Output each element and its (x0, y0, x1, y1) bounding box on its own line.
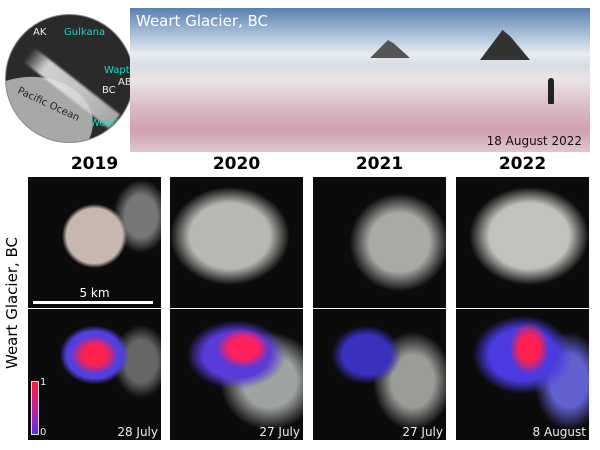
satellite-image-2021 (313, 177, 446, 308)
map-label-ak: AK (33, 27, 47, 38)
row-label: Weart Glacier, BC (3, 236, 21, 369)
satellite-image-2022 (456, 177, 589, 308)
algae-map-2022: 8 August (456, 309, 589, 440)
map-label-ab: AB (118, 77, 132, 88)
satellite-image-2019: 5 km (28, 177, 161, 308)
colorbar (31, 381, 39, 435)
year-2019: 2019 (70, 154, 119, 174)
image-date-2022: 8 August (532, 425, 586, 439)
map-label-gulkana: Gulkana (64, 27, 106, 38)
photo-date: 18 August 2022 (486, 134, 582, 148)
algae-map-2020: 27 July (170, 309, 303, 440)
location-map: AK Gulkana Wapta AB BC Pacific Ocean Wea… (5, 14, 134, 143)
satellite-image-2020 (170, 177, 303, 308)
image-date-2020: 27 July (259, 425, 300, 439)
year-2020: 2020 (212, 154, 261, 174)
colorbar-max: 1 (40, 377, 47, 388)
colorbar-min: 0 (40, 427, 47, 438)
glacier-photo: Weart Glacier, BC 18 August 2022 (130, 8, 590, 152)
map-label-weart: Weart (90, 118, 120, 129)
year-2022: 2022 (498, 154, 547, 174)
algae-map-2021: 27 July (313, 309, 446, 440)
map-label-bc: BC (102, 85, 116, 96)
mountain-peak (370, 40, 410, 58)
hiker-figure (548, 78, 554, 104)
image-date-2019: 28 July (117, 425, 158, 439)
scale-bar (33, 301, 153, 304)
year-2021: 2021 (355, 154, 404, 174)
algae-map-2019: 1 0 28 July (28, 309, 161, 440)
map-label-wapta: Wapta (104, 65, 134, 76)
image-date-2021: 27 July (402, 425, 443, 439)
mountain-peak (480, 30, 530, 60)
scale-label: 5 km (79, 286, 110, 300)
photo-title: Weart Glacier, BC (136, 12, 269, 30)
